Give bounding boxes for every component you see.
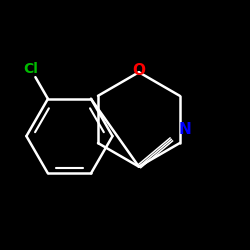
Text: O: O bbox=[132, 63, 145, 78]
Text: Cl: Cl bbox=[23, 62, 38, 76]
Text: N: N bbox=[178, 122, 191, 137]
